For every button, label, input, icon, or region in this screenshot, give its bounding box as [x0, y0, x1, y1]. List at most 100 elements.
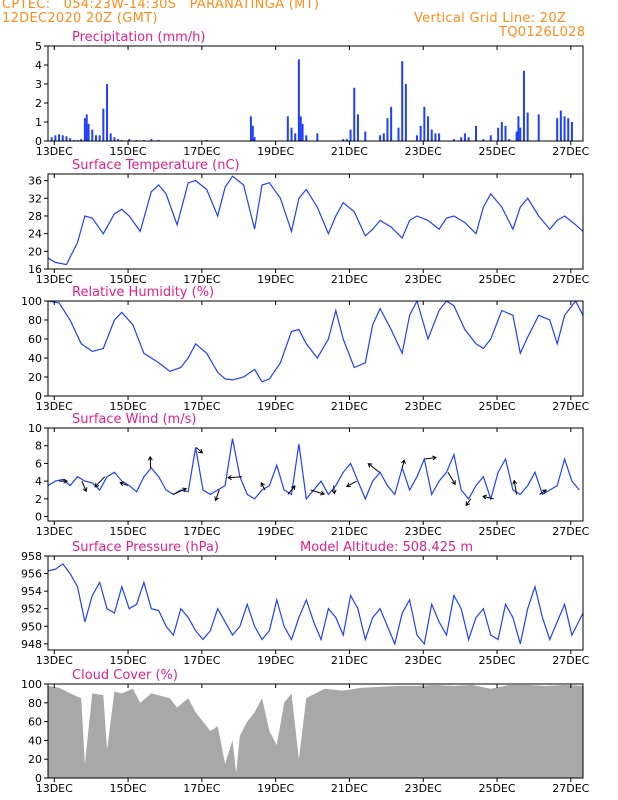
x-tick-label: 15DEC	[110, 145, 147, 158]
precip-bar	[415, 135, 418, 141]
wind-arrowhead	[482, 494, 487, 500]
x-tick-label: 17DEC	[183, 782, 220, 795]
y-tick-label: 2	[35, 97, 42, 110]
x-tick-label: 27DEC	[552, 525, 589, 538]
panel-title: Surface Wind (m/s)	[72, 412, 196, 427]
x-tick-label: 19DEC	[257, 400, 294, 413]
y-tick-label: 0	[35, 511, 42, 524]
precip-bar	[345, 139, 348, 141]
x-tick-label: 13DEC	[36, 400, 73, 413]
precip-bar	[290, 127, 293, 141]
panel-title: Relative Humidity (%)	[72, 285, 214, 300]
x-tick-label: 19DEC	[257, 273, 294, 286]
wind-arrowhead	[260, 482, 265, 487]
x-tick-label: 13DEC	[36, 273, 73, 286]
wind-arrow	[195, 447, 203, 454]
y-tick-label: 80	[28, 697, 42, 710]
y-tick-label: 950	[21, 620, 42, 633]
y-tick-label: 3	[35, 78, 42, 91]
precip-bar	[386, 118, 389, 141]
header-location: CPTEC: 054:23W-14:30S PARANATINGA (MT)	[2, 0, 320, 12]
x-tick-label: 15DEC	[110, 525, 147, 538]
y-tick-label: 5	[35, 40, 42, 53]
x-tick-label: 15DEC	[110, 782, 147, 795]
x-tick-label: 19DEC	[257, 525, 294, 538]
wind-arrow	[215, 489, 220, 501]
wind-arrowhead	[345, 482, 351, 488]
panel-frame	[47, 427, 584, 522]
precip-bar	[109, 133, 112, 141]
panel-title: Surface Pressure (hPa)	[72, 540, 219, 555]
precip-bar	[430, 129, 433, 141]
precip-bar	[379, 135, 382, 141]
wind-arrowhead	[63, 478, 69, 484]
x-tick-label: 21DEC	[331, 525, 368, 538]
y-tick-label: 8	[35, 440, 42, 453]
precip-bar	[253, 137, 256, 141]
x-tick-label: 27DEC	[552, 400, 589, 413]
wind-arrow	[513, 480, 518, 495]
series-line	[48, 438, 580, 501]
x-tick-label: 17DEC	[183, 273, 220, 286]
precip-bar	[294, 133, 297, 141]
precip-bar	[61, 135, 64, 141]
y-tick-label: 28	[28, 210, 42, 223]
precip-bar	[297, 59, 300, 141]
precip-bar	[438, 133, 441, 141]
wind-arrow	[287, 485, 296, 495]
precip-bar	[404, 84, 407, 141]
wind-arrowhead	[465, 501, 471, 507]
panel-title: Precipitation (mm/h)	[72, 30, 205, 45]
precip-bar	[463, 133, 466, 141]
precip-bar	[497, 127, 500, 141]
y-tick-label: 10	[28, 422, 42, 435]
wind-arrowhead	[451, 480, 456, 486]
precip-bar	[567, 118, 570, 141]
series-line	[48, 301, 583, 383]
precip-bar	[419, 125, 422, 141]
y-tick-label: 0	[35, 135, 42, 148]
precip-bar	[94, 135, 97, 141]
x-tick-label: 21DEC	[331, 400, 368, 413]
precip-bar	[65, 136, 68, 141]
wind-arrow	[120, 482, 128, 487]
x-tick-label: 17DEC	[183, 400, 220, 413]
wind-arrow	[482, 495, 494, 500]
precip-bar	[251, 125, 254, 141]
precip-bar	[397, 127, 400, 141]
precip-bar	[83, 118, 86, 141]
precip-bar	[537, 114, 540, 141]
precip-bar	[504, 125, 507, 141]
precip-bar	[128, 139, 131, 141]
precip-bar	[102, 108, 105, 141]
y-tick-label: 40	[28, 352, 42, 365]
precip-bar	[316, 133, 319, 141]
x-tick-label: 15DEC	[110, 400, 147, 413]
wind-arrowhead	[214, 496, 220, 502]
precip-bar	[434, 133, 437, 141]
x-tick-label: 23DEC	[405, 654, 442, 667]
precip-bar	[80, 139, 83, 141]
y-tick-label: 0	[35, 772, 42, 785]
precip-bar	[559, 110, 562, 141]
wind-arrow	[228, 476, 243, 479]
wind-arrowhead	[320, 490, 326, 496]
panel-frame	[47, 300, 584, 397]
wind-arrow	[367, 463, 380, 473]
x-tick-label: 27DEC	[552, 145, 589, 158]
precip-bar	[522, 70, 525, 141]
wind-arrow	[260, 482, 266, 491]
precip-bar	[286, 116, 289, 141]
precip-bar	[356, 114, 359, 141]
y-tick-label: 20	[28, 371, 42, 384]
header-datetime: 12DEC2020 20Z (GMT)	[2, 11, 158, 26]
x-tick-label: 23DEC	[405, 400, 442, 413]
x-tick-label: 27DEC	[552, 782, 589, 795]
y-tick-label: 100	[21, 678, 42, 691]
precip-bar	[500, 122, 503, 141]
y-tick-label: 80	[28, 314, 42, 327]
wind-arrow	[81, 480, 87, 492]
wind-arrowhead	[542, 489, 547, 494]
precip-bar	[91, 129, 94, 141]
precip-bar	[556, 118, 559, 141]
